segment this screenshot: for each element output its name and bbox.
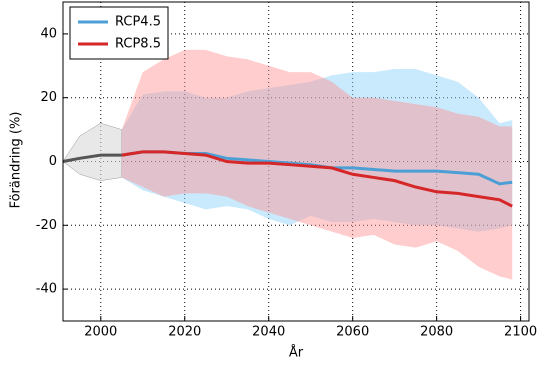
line [62, 153, 122, 163]
x-tick-label: 2080 [420, 325, 453, 340]
line [121, 150, 513, 208]
y-tick-label: 40 [40, 26, 57, 41]
y-tick-label: -20 [36, 218, 57, 233]
x-axis-label: År [289, 345, 304, 361]
y-axis-label: Förändring (%) [9, 112, 24, 209]
plot-frame [62, 1, 530, 322]
x-tick-label: 2020 [168, 325, 201, 340]
legend-label: RCP4.5 [115, 15, 161, 30]
range-band [62, 122, 123, 181]
x-tick-label: 2060 [336, 325, 369, 340]
range-band [121, 68, 513, 232]
legend-label: RCP8.5 [115, 37, 161, 52]
x-tick-label: 2000 [84, 325, 117, 340]
x-tick-label: 2040 [252, 325, 285, 340]
x-tick-label: 2100 [504, 325, 537, 340]
legend-box [69, 6, 169, 60]
y-tick-label: 0 [49, 154, 57, 169]
y-tick-label: 20 [40, 90, 57, 105]
y-tick-label: -40 [36, 282, 57, 297]
